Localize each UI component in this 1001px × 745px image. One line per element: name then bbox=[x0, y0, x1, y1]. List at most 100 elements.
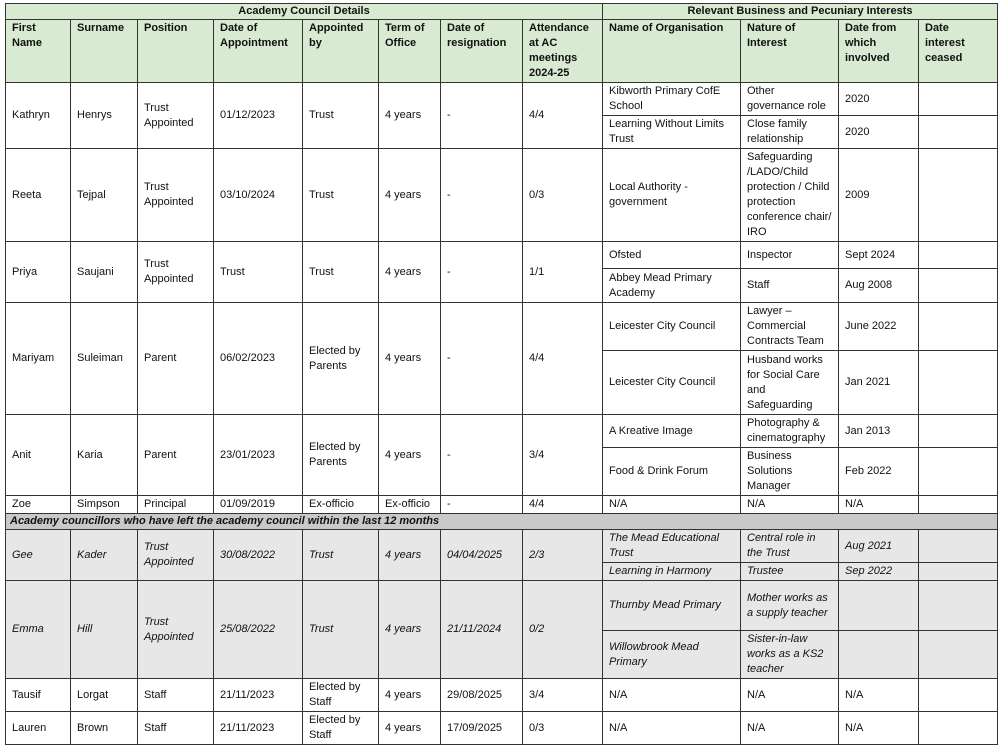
cell-by: Trust bbox=[302, 148, 379, 242]
cell-org: N/A bbox=[602, 678, 741, 712]
cell-appointed: 21/11/2023 bbox=[213, 678, 303, 712]
cell-from bbox=[838, 580, 919, 631]
cell-first: Priya bbox=[5, 241, 71, 303]
cell-term: 4 years bbox=[378, 414, 441, 496]
cell-from bbox=[838, 630, 919, 679]
cell-surname: Kader bbox=[70, 529, 138, 581]
column-header: Nature of Interest bbox=[740, 19, 839, 83]
cell-surname: Brown bbox=[70, 711, 138, 745]
cell-by: Elected by Parents bbox=[302, 302, 379, 415]
cell-org: N/A bbox=[602, 495, 741, 514]
cell-first: Kathryn bbox=[5, 82, 71, 149]
cell-from: N/A bbox=[838, 711, 919, 745]
cell-from: Jan 2013 bbox=[838, 414, 919, 448]
column-header: Date interest ceased bbox=[918, 19, 998, 83]
cell-surname: Hill bbox=[70, 580, 138, 679]
table-row: Zoe Simpson Principal 01/09/2019 Ex-officio E… bbox=[5, 495, 998, 514]
cell-org: Leicester City Council bbox=[602, 350, 741, 415]
table-row: Reeta Tejpal Trust Appointed 03/10/2024 Trus… bbox=[5, 148, 998, 242]
cell-org: Food & Drink Forum bbox=[602, 447, 741, 496]
cell-nature: Mother works as a supply teacher bbox=[740, 580, 839, 631]
cell-from: Sep 2022 bbox=[838, 562, 919, 581]
cell-nature: Other governance role bbox=[740, 82, 839, 116]
cell-nature: Inspector bbox=[740, 241, 839, 269]
cell-nature: Sister-in-law works as a KS2 teacher bbox=[740, 630, 839, 679]
cell-surname: Saujani bbox=[70, 241, 138, 303]
cell-ceased bbox=[918, 562, 998, 581]
cell-nature: Photography & cinematography bbox=[740, 414, 839, 448]
table-row: Abbey Mead Primary Academy Staff Aug 2008 bbox=[6, 268, 998, 303]
cell-surname: Suleiman bbox=[70, 302, 138, 415]
cell-resigned: - bbox=[440, 495, 523, 514]
cell-attendance: 4/4 bbox=[522, 82, 603, 149]
cell-resigned: 21/11/2024 bbox=[440, 580, 523, 679]
cell-position: Trust Appointed bbox=[137, 529, 214, 581]
table-row: Tausif Lorgat Staff 21/11/2023 Elected by St… bbox=[5, 678, 998, 712]
table-row: Learning in Harmony Trustee Sep 2022 bbox=[6, 562, 998, 581]
table-row: Priya Saujani Trust Appointed Trust Trust 4 y… bbox=[5, 241, 998, 303]
cell-appointed: 01/09/2019 bbox=[213, 495, 303, 514]
cell-org: Local Authority - government bbox=[602, 148, 741, 242]
cell-nature: Lawyer – Commercial Contracts Team bbox=[740, 302, 839, 351]
group-header-council: Academy Council Details bbox=[5, 3, 603, 20]
cell-resigned: - bbox=[440, 148, 523, 242]
cell-by: Trust bbox=[302, 241, 379, 303]
table-row: Learning Without Limits Trust Close famil… bbox=[6, 115, 998, 149]
cell-org: A Kreative Image bbox=[602, 414, 741, 448]
cell-first: Reeta bbox=[5, 148, 71, 242]
cell-ceased bbox=[918, 447, 998, 496]
cell-resigned: 17/09/2025 bbox=[440, 711, 523, 745]
cell-ceased bbox=[918, 148, 998, 242]
cell-from: June 2022 bbox=[838, 302, 919, 351]
cell-org: Ofsted bbox=[602, 241, 741, 269]
cell-resigned: - bbox=[440, 302, 523, 415]
cell-attendance: 3/4 bbox=[522, 414, 603, 496]
cell-from: 2020 bbox=[838, 115, 919, 149]
cell-attendance: 3/4 bbox=[522, 678, 603, 712]
cell-first: Anit bbox=[5, 414, 71, 496]
cell-ceased bbox=[918, 711, 998, 745]
table-row: Kathryn Henrys Trust Appointed 01/12/2023 Tr… bbox=[5, 82, 998, 149]
cell-from: Feb 2022 bbox=[838, 447, 919, 496]
cell-from: 2009 bbox=[838, 148, 919, 242]
cell-org: N/A bbox=[602, 711, 741, 745]
cell-surname: Lorgat bbox=[70, 678, 138, 712]
cell-ceased bbox=[918, 580, 998, 631]
cell-attendance: 4/4 bbox=[522, 495, 603, 514]
cell-position: Trust Appointed bbox=[137, 241, 214, 303]
cell-position: Trust Appointed bbox=[137, 82, 214, 149]
cell-from: Jan 2021 bbox=[838, 350, 919, 415]
cell-first: Lauren bbox=[5, 711, 71, 745]
cell-appointed: Trust bbox=[213, 241, 303, 303]
cell-attendance: 0/3 bbox=[522, 711, 603, 745]
cell-org: Learning Without Limits Trust bbox=[602, 115, 741, 149]
cell-by: Trust bbox=[302, 529, 379, 581]
cell-ceased bbox=[918, 495, 998, 514]
cell-from: N/A bbox=[838, 495, 919, 514]
cell-surname: Karia bbox=[70, 414, 138, 496]
table-row: Anit Karia Parent 23/01/2023 Elected by Pare… bbox=[5, 414, 998, 496]
cell-from: N/A bbox=[838, 678, 919, 712]
cell-by: Elected by Staff bbox=[302, 678, 379, 712]
cell-ceased bbox=[918, 678, 998, 712]
cell-org: Leicester City Council bbox=[602, 302, 741, 351]
cell-nature: Staff bbox=[740, 268, 839, 303]
cell-ceased bbox=[918, 350, 998, 415]
cell-org: The Mead Educational Trust bbox=[602, 529, 741, 563]
cell-position: Staff bbox=[137, 711, 214, 745]
column-header: Attendance at AC meetings 2024-25 bbox=[522, 19, 603, 83]
cell-ceased bbox=[918, 115, 998, 149]
cell-ceased bbox=[918, 268, 998, 303]
table-row: Gee Kader Trust Appointed 30/08/2022 Trust 4 … bbox=[5, 529, 998, 581]
cell-org: Thurnby Mead Primary bbox=[602, 580, 741, 631]
cell-term: 4 years bbox=[378, 529, 441, 581]
cell-ceased bbox=[918, 414, 998, 448]
cell-by: Trust bbox=[302, 580, 379, 679]
cell-position: Principal bbox=[137, 495, 214, 514]
cell-by: Ex-officio bbox=[302, 495, 379, 514]
cell-first: Mariyam bbox=[5, 302, 71, 415]
group-header-interests: Relevant Business and Pecuniary Interest… bbox=[602, 3, 998, 20]
column-header: First Name bbox=[5, 19, 71, 83]
cell-ceased bbox=[918, 630, 998, 679]
cell-resigned: 29/08/2025 bbox=[440, 678, 523, 712]
